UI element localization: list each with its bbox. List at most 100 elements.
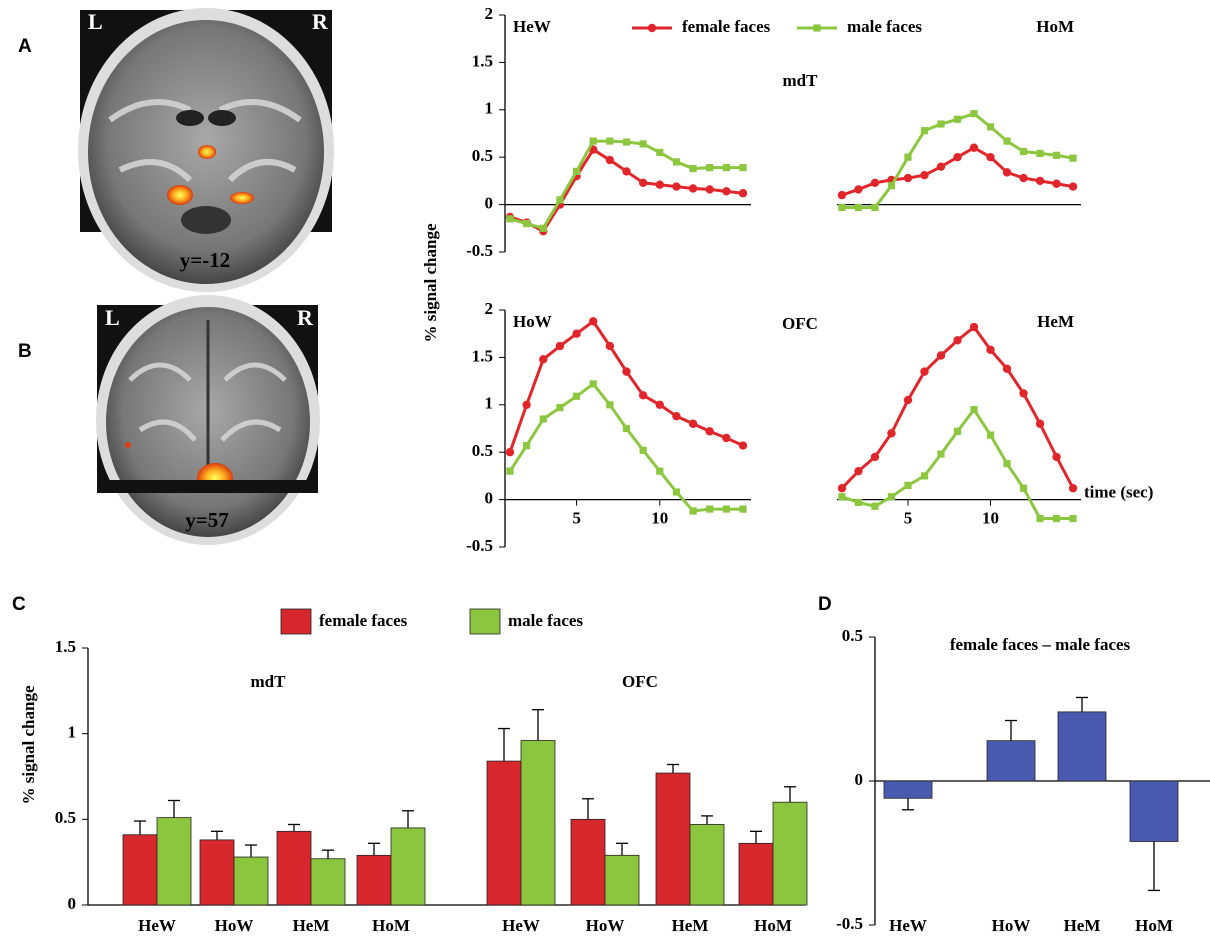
marker <box>1069 484 1077 492</box>
marker <box>937 162 945 170</box>
y-tick-label: 2 <box>485 4 494 23</box>
y-tick-label: 2 <box>485 299 494 318</box>
series-line <box>842 327 1073 488</box>
marker <box>656 180 664 188</box>
marker <box>1020 148 1027 155</box>
marker <box>639 179 647 187</box>
marker <box>854 467 862 475</box>
y-tick-label: 0 <box>485 194 494 213</box>
marker <box>854 185 862 193</box>
image-left-label: L <box>88 9 103 34</box>
panel-label: HoM <box>1036 17 1074 36</box>
marker <box>540 225 547 232</box>
bar <box>605 855 639 905</box>
marker <box>970 323 978 331</box>
x-tick-label: HoW <box>215 916 254 935</box>
marker <box>672 182 680 190</box>
x-tick-label: HoM <box>372 916 410 935</box>
marker <box>1003 137 1010 144</box>
marker <box>838 204 845 211</box>
x-tick-label: HeW <box>502 916 540 935</box>
marker <box>506 448 514 456</box>
marker <box>838 191 846 199</box>
marker <box>523 442 530 449</box>
marker <box>904 154 911 161</box>
y-axis-label: % signal change <box>421 223 440 342</box>
marker <box>1019 174 1027 182</box>
marker <box>522 401 530 409</box>
marker <box>590 380 597 387</box>
marker <box>953 153 961 161</box>
series-line <box>510 141 743 228</box>
y-tick-label: 1 <box>68 723 77 742</box>
marker <box>970 144 978 152</box>
bar <box>773 802 807 905</box>
marker <box>689 165 696 172</box>
marker <box>573 393 580 400</box>
marker <box>871 204 878 211</box>
y-tick-label: 0.5 <box>472 441 493 460</box>
marker <box>953 336 961 344</box>
marker <box>1036 420 1044 428</box>
marker <box>622 367 630 375</box>
marker <box>556 196 563 203</box>
marker <box>739 189 747 197</box>
figure: A B C D L R y=-12 L R y=57 -0.500.511.52… <box>0 0 1210 944</box>
panel-letter: B <box>18 341 32 362</box>
bar <box>234 857 268 905</box>
image-left-label: L <box>105 305 120 330</box>
marker <box>1052 453 1060 461</box>
marker <box>622 167 630 175</box>
marker <box>539 355 547 363</box>
bar <box>571 819 605 905</box>
y-axis-label: % signal change <box>19 685 38 804</box>
marker <box>506 215 513 222</box>
marker <box>1019 389 1027 397</box>
marker <box>739 164 746 171</box>
marker <box>556 404 563 411</box>
marker <box>606 156 614 164</box>
image-right-label: R <box>297 305 314 330</box>
marker <box>937 120 944 127</box>
marker <box>1069 155 1076 162</box>
x-tick-label: HeM <box>1064 916 1101 935</box>
marker <box>606 342 614 350</box>
y-tick-label: 0.5 <box>842 626 863 645</box>
marker <box>590 137 597 144</box>
marker <box>986 346 994 354</box>
image-caption: y=-12 <box>180 248 230 272</box>
x-tick-label: HeM <box>293 916 330 935</box>
bar <box>521 741 555 905</box>
series-line <box>510 384 743 511</box>
marker <box>656 149 663 156</box>
panel-letter: C <box>12 594 26 615</box>
marker <box>987 432 994 439</box>
marker <box>673 488 680 495</box>
image-caption: y=57 <box>185 508 228 532</box>
marker <box>855 499 862 506</box>
marker <box>706 505 713 512</box>
x-axis-label: time (sec) <box>1084 483 1153 502</box>
chart-title: mdT <box>783 71 819 90</box>
marker <box>1052 180 1060 188</box>
image-right-label: R <box>312 9 329 34</box>
marker <box>1069 182 1077 190</box>
legend-label: male faces <box>847 17 922 36</box>
legend-marker <box>648 24 656 32</box>
marker <box>1036 515 1043 522</box>
marker <box>706 164 713 171</box>
marker <box>722 187 730 195</box>
legend-swatch <box>281 609 311 634</box>
marker <box>723 505 730 512</box>
bar <box>487 761 521 905</box>
marker <box>706 185 714 193</box>
marker <box>672 412 680 420</box>
marker <box>921 127 928 134</box>
bar <box>1130 781 1178 841</box>
bar <box>157 818 191 905</box>
marker <box>904 482 911 489</box>
legend-label: female faces <box>319 611 408 630</box>
marker <box>689 420 697 428</box>
bar <box>123 835 157 905</box>
y-tick-label: 0 <box>855 770 864 789</box>
